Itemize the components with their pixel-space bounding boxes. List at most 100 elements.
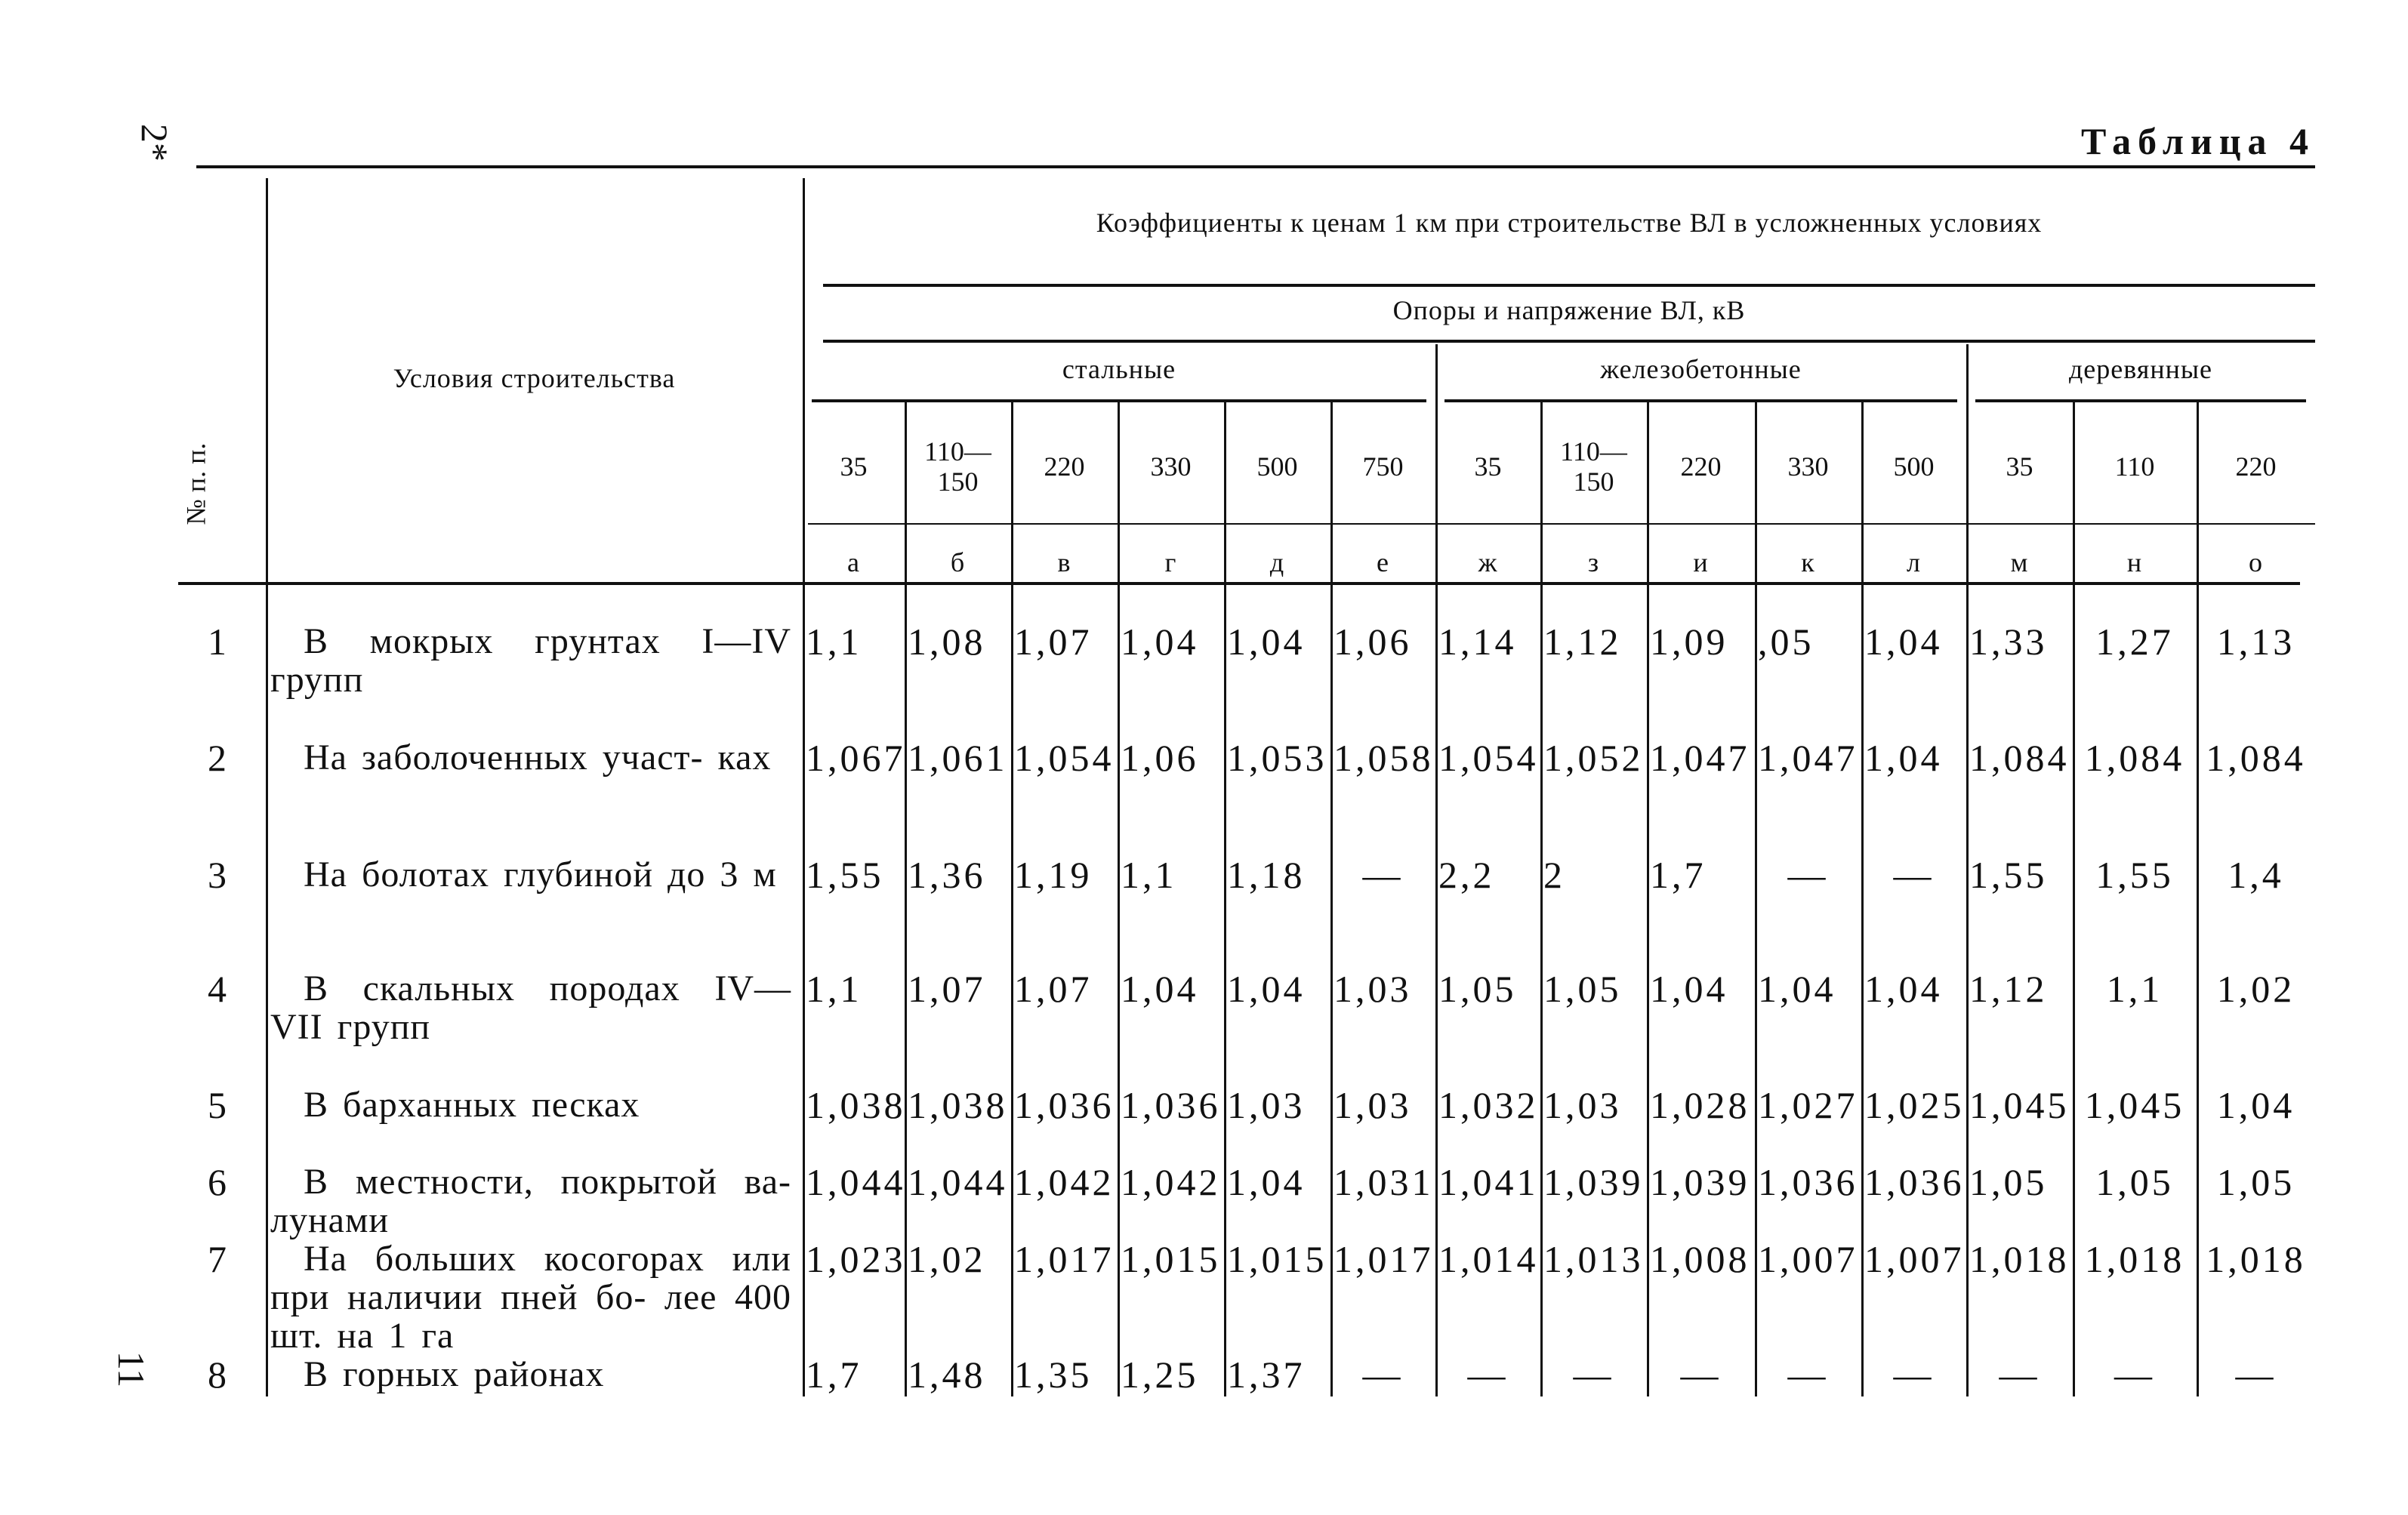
voltage-header-cell: 330 — [1118, 429, 1224, 504]
table-cell: 1,014 — [1438, 1238, 1539, 1280]
voltage-header-cell: 110—150 — [905, 429, 1011, 504]
table-cell: 1,017 — [1014, 1238, 1115, 1280]
voltage-header-cell: 500 — [1861, 429, 1966, 504]
group-rule — [812, 399, 1426, 402]
header-bottom-rule — [178, 582, 2300, 585]
column-letter: а — [847, 547, 860, 577]
row-number: 4 — [208, 968, 227, 1010]
table-cell: 1,08 — [908, 620, 986, 663]
header-subtitle: Опоры и напряжение ВЛ, кВ — [1392, 295, 1746, 325]
table-cell: 1,48 — [908, 1353, 986, 1396]
table-cell: — — [1573, 1353, 1614, 1396]
table-cell: 1,052 — [1543, 737, 1644, 779]
table-title: Таблица 4 — [2080, 120, 2315, 162]
table-cell: 1,044 — [806, 1161, 906, 1203]
table-cell: 1,058 — [1333, 737, 1434, 779]
table-cell: 1,028 — [1650, 1084, 1750, 1126]
table-cell: 1,041 — [1438, 1161, 1539, 1203]
table-cell: 1,04 — [1864, 968, 1943, 1010]
voltage-header: 220 — [2235, 451, 2277, 482]
table-cell: — — [1467, 1353, 1509, 1396]
voltage-header-cell: 500 — [1224, 429, 1330, 504]
column-letter: в — [1057, 547, 1071, 577]
table-cell: 1,09 — [1650, 620, 1728, 663]
voltage-rule — [808, 523, 2315, 525]
table-cell: 1,06 — [1121, 737, 1199, 779]
column-divider — [1118, 402, 1120, 1396]
table-cell: 1,12 — [1969, 968, 2048, 1010]
table-cell: 1,04 — [1864, 737, 1943, 779]
table-cell: 1,013 — [1543, 1238, 1644, 1280]
table-cell: 1,04 — [1650, 968, 1728, 1010]
table-cell: 1,55 — [806, 854, 884, 896]
table-cell: 1,045 — [2084, 1084, 2185, 1126]
table-cell: 1,047 — [1650, 737, 1750, 779]
table-cell: 1,55 — [1969, 854, 2048, 896]
table-cell: 1,13 — [2216, 620, 2295, 663]
table-cell: 1,03 — [1333, 968, 1412, 1010]
row-number: 8 — [208, 1353, 227, 1396]
table-cell: 1,06 — [1333, 620, 1412, 663]
column-divider — [905, 402, 907, 1396]
table-cell: 1,05 — [1969, 1161, 2048, 1203]
column-divider — [1540, 402, 1543, 1396]
voltage-header: 35 — [2006, 451, 2033, 482]
column-letter: и — [1693, 547, 1709, 577]
table-cell: 1,07 — [1014, 620, 1093, 663]
table-cell: 1,1 — [806, 620, 862, 663]
number-column-header: № п. п. — [180, 442, 211, 525]
table-cell: 1,067 — [806, 737, 906, 779]
row-condition: В барханных песках — [304, 1085, 640, 1125]
column-letter: ж — [1478, 547, 1498, 577]
table-cell: 1,032 — [1438, 1084, 1539, 1126]
header-rule — [823, 340, 2315, 343]
header-rule — [823, 284, 2315, 287]
row-number: 6 — [208, 1161, 227, 1203]
voltage-header: 35 — [1474, 451, 1502, 482]
table-cell: 1,7 — [1650, 854, 1707, 896]
top-rule — [196, 165, 2315, 168]
column-letter: е — [1377, 547, 1389, 577]
table-cell: 1,55 — [2095, 854, 2174, 896]
column-letter: к — [1801, 547, 1815, 577]
table-cell: 1,04 — [1227, 1161, 1306, 1203]
table-cell: ,05 — [1758, 620, 1814, 663]
table-cell: 1,018 — [2084, 1238, 2185, 1280]
table-cell: 1,1 — [2106, 968, 2163, 1010]
column-letter: б — [950, 547, 966, 577]
voltage-header: 110—150 — [924, 436, 991, 497]
table-cell: 1,084 — [2084, 737, 2185, 779]
column-divider — [2073, 402, 2075, 1396]
table-cell: 1,37 — [1227, 1353, 1306, 1396]
row-number: 5 — [208, 1084, 227, 1126]
table-cell: 1,054 — [1438, 737, 1539, 779]
voltage-header: 110 — [2114, 451, 2155, 482]
column-divider — [1011, 402, 1013, 1396]
conditions-column-header: Условия строительства — [393, 363, 676, 393]
row-condition: В мокрых грунтах I—IV групп — [270, 621, 791, 700]
table-cell: — — [1893, 854, 1935, 896]
table-cell: 1,25 — [1121, 1353, 1199, 1396]
table-cell: 1,023 — [806, 1238, 906, 1280]
table-cell: 1,015 — [1227, 1238, 1327, 1280]
voltage-header-cell: 220 — [1647, 429, 1755, 504]
column-letter: н — [2126, 547, 2143, 577]
table-cell: 1,008 — [1650, 1238, 1750, 1280]
table-cell: — — [1787, 854, 1829, 896]
table-cell: 1,14 — [1438, 620, 1517, 663]
table-cell: 1,007 — [1864, 1238, 1965, 1280]
table-cell: 1,04 — [1758, 968, 1836, 1010]
voltage-header: 750 — [1362, 451, 1404, 482]
voltage-header: 220 — [1680, 451, 1722, 482]
table-cell: — — [1999, 1353, 2040, 1396]
voltage-header-cell: 35 — [1435, 429, 1540, 504]
group-header-1: стальные — [1062, 354, 1176, 384]
column-letter: з — [1587, 547, 1600, 577]
table-cell: 1,02 — [2216, 968, 2295, 1010]
voltage-header: 500 — [1893, 451, 1935, 482]
column-letter: м — [2010, 547, 2029, 577]
table-cell: 1,036 — [1758, 1161, 1858, 1203]
voltage-header-cell: 35 — [803, 429, 905, 504]
column-divider — [1966, 344, 1969, 1396]
voltage-header: 330 — [1787, 451, 1829, 482]
